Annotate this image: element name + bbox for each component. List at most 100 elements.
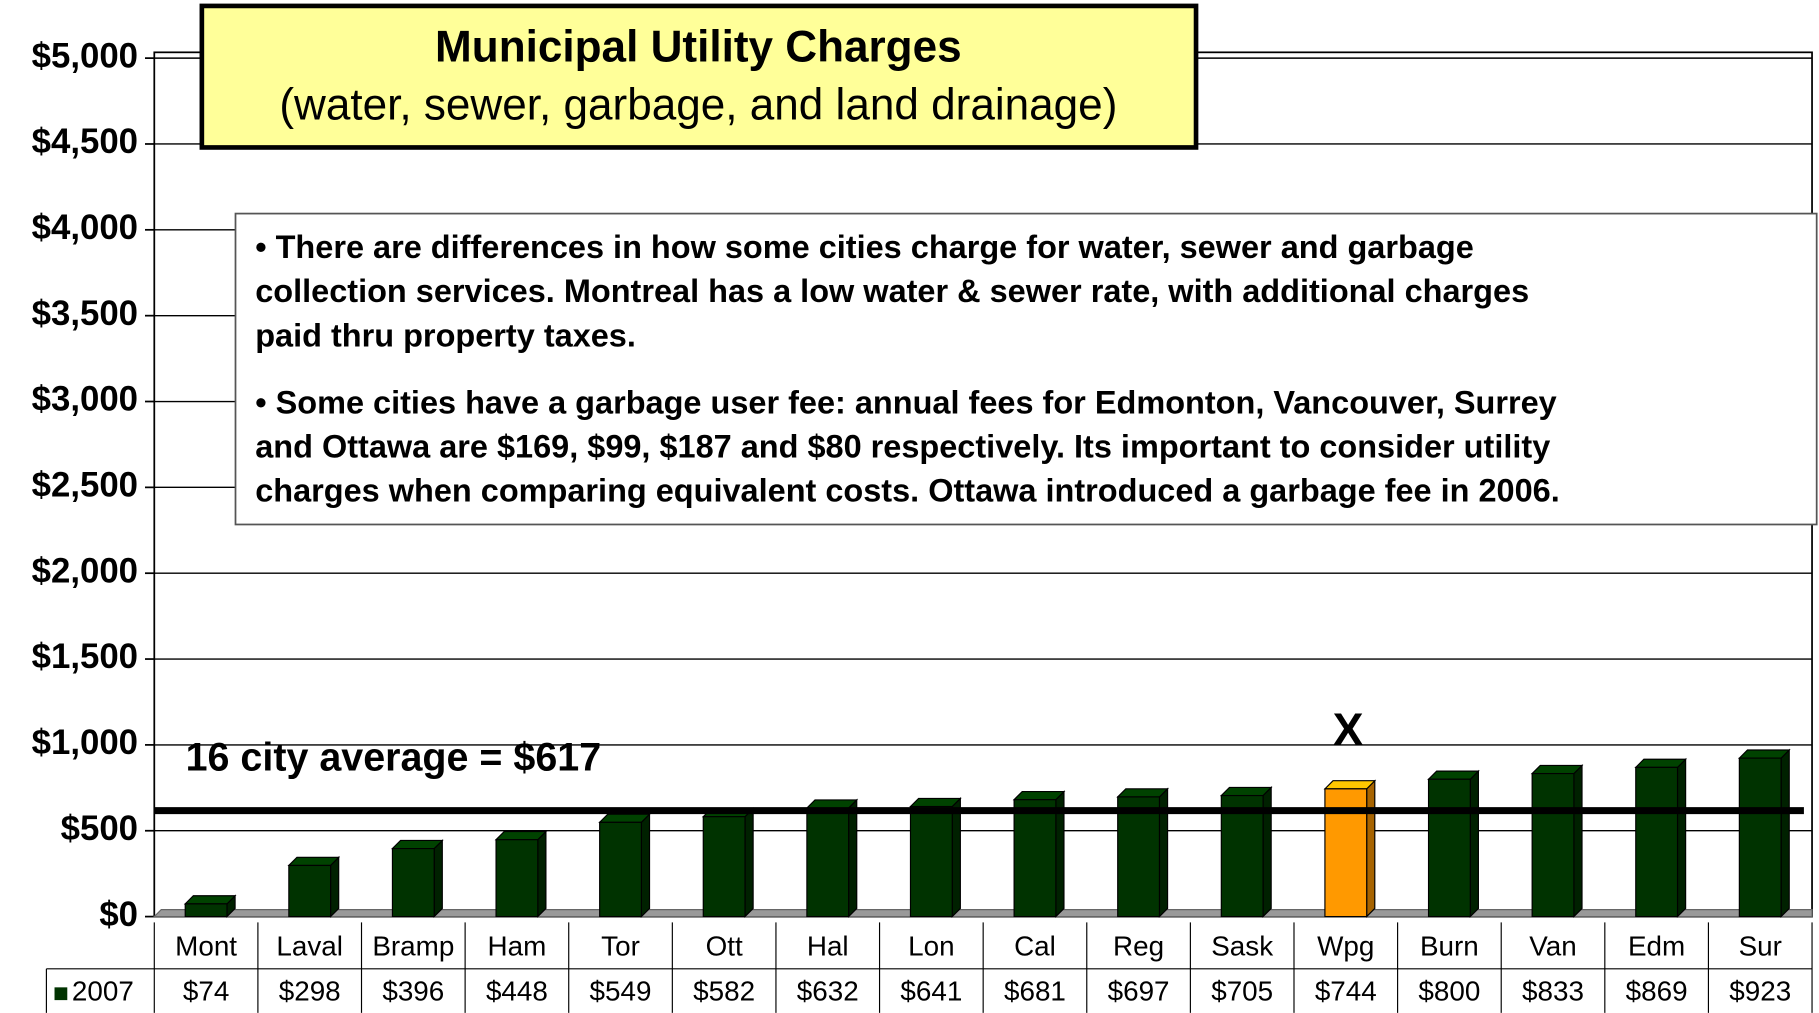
value-label: $800 [1418, 976, 1480, 1007]
bar-front [1220, 794, 1264, 918]
bar-top [1116, 788, 1169, 798]
bar [805, 798, 859, 918]
annotation: X [1333, 704, 1364, 756]
bar-top [1530, 764, 1584, 775]
bar-top [1634, 758, 1688, 768]
value-label: $697 [1108, 976, 1170, 1007]
value-label: $641 [900, 976, 962, 1007]
chart-subtitle: (water, sewer, garbage, and land drainag… [279, 81, 1117, 130]
bar-side [1262, 786, 1272, 918]
bar-front [495, 839, 539, 918]
x-tick-label: Lon [908, 930, 954, 961]
bar-front [288, 864, 332, 918]
bar-top [909, 797, 962, 808]
x-tick-label: Wpg [1317, 930, 1374, 961]
legend-label: 2007 [72, 976, 134, 1007]
bar-top [494, 830, 548, 841]
value-label: $74 [183, 976, 229, 1007]
note-line: and Ottawa are $169, $99, $187 and $80 r… [255, 429, 1550, 465]
y-tick-label: $500 [61, 809, 138, 848]
bar-side [744, 807, 754, 918]
title-box [199, 3, 1199, 150]
bar [909, 797, 962, 918]
bar [1323, 779, 1377, 918]
value-label: $705 [1211, 976, 1273, 1007]
bar-front [702, 816, 746, 918]
bar-side [1573, 764, 1583, 918]
y-tick-label: $3,000 [32, 380, 138, 419]
bar-side [1366, 779, 1376, 918]
value-label: $833 [1522, 976, 1584, 1007]
bar-front [1117, 796, 1161, 918]
bar-side [433, 839, 443, 918]
bar-side [848, 798, 858, 918]
bar-front [1427, 778, 1471, 918]
chart-title: Municipal Utility Charges [435, 23, 962, 72]
note-line: collection services. Montreal has a low … [255, 273, 1529, 309]
x-tick-label: Cal [1014, 930, 1056, 961]
value-label: $448 [486, 976, 548, 1007]
x-tick-label: Sask [1211, 930, 1273, 961]
y-tick-label: $1,000 [32, 723, 138, 762]
value-label: $298 [279, 976, 341, 1007]
y-tick-label: $0 [99, 895, 138, 934]
bar-top [598, 813, 651, 823]
bar [1737, 748, 1791, 918]
bar-front [1013, 799, 1057, 918]
x-tick-label: Laval [276, 930, 343, 961]
bar [287, 855, 341, 918]
bar [494, 830, 548, 918]
bar [1012, 790, 1066, 918]
bar-front [391, 848, 435, 918]
note-line: charges when comparing equivalent costs.… [255, 473, 1560, 509]
y-tick-label: $1,500 [32, 637, 138, 676]
y-tick-label: $2,000 [32, 551, 138, 590]
bar-side [1676, 757, 1687, 918]
note-line: • Some cities have a garbage user fee: a… [255, 385, 1557, 421]
bar [1427, 769, 1480, 918]
x-tick-label: Tor [601, 930, 640, 961]
bar-top [1012, 790, 1066, 801]
notes: • There are differences in how some citi… [255, 229, 1560, 509]
x-tick-label: Burn [1420, 930, 1479, 961]
value-label: $582 [693, 976, 755, 1007]
bar-side [1780, 748, 1790, 918]
x-tick-label: Ott [706, 930, 743, 961]
bar [1634, 757, 1688, 918]
x-tick-label: Mont [175, 930, 237, 961]
y-tick-label: $3,500 [32, 294, 138, 333]
bar-front [1531, 772, 1575, 918]
bar [391, 839, 444, 918]
bar-front [184, 903, 228, 918]
notes-box [234, 212, 1818, 526]
bar-front [1738, 757, 1782, 918]
bar-side [951, 797, 961, 918]
y-tick-label: $4,000 [32, 208, 138, 247]
bar-top [805, 799, 859, 809]
note-line: • There are differences in how some citi… [255, 229, 1474, 265]
x-tick-label: Bramp [372, 930, 454, 961]
value-label: $549 [590, 976, 652, 1007]
y-tick-label: $5,000 [32, 36, 138, 75]
bar-front [1635, 766, 1679, 918]
bar-top [391, 839, 444, 850]
bar-front [806, 807, 850, 918]
value-label: $744 [1315, 976, 1377, 1007]
bar-top [287, 856, 341, 867]
bar-front [599, 821, 642, 918]
x-tick-label: Hal [807, 930, 849, 961]
bar-side [330, 855, 340, 918]
y-tick-label: $4,500 [32, 122, 138, 161]
value-label: $396 [382, 976, 444, 1007]
bar [1530, 764, 1584, 918]
bar-top [1323, 780, 1377, 790]
bar [598, 812, 651, 918]
value-label: $923 [1729, 976, 1791, 1007]
bar [1219, 786, 1273, 918]
average-label: 16 city average = $617 [186, 735, 602, 779]
bar-side [537, 830, 547, 918]
value-label: $869 [1626, 976, 1688, 1007]
bar-top [183, 895, 237, 905]
